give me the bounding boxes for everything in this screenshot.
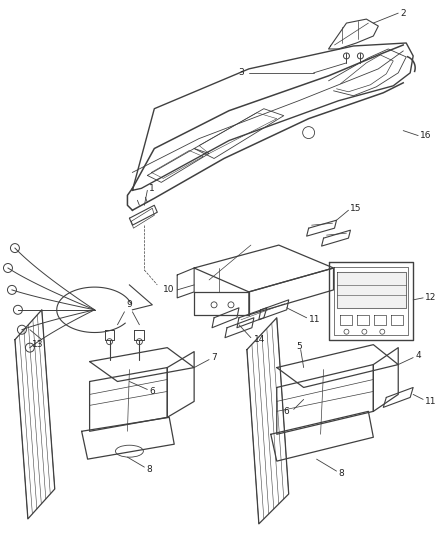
Text: 2: 2 (400, 9, 406, 18)
Text: 6: 6 (149, 387, 155, 396)
Text: 7: 7 (211, 353, 217, 362)
Text: 9: 9 (127, 300, 132, 309)
Text: 8: 8 (146, 465, 152, 474)
Text: 5: 5 (296, 342, 301, 351)
Text: 6: 6 (283, 407, 289, 416)
Text: 4: 4 (415, 351, 421, 360)
Text: 1: 1 (149, 184, 155, 193)
Text: 13: 13 (32, 340, 44, 349)
Text: 11: 11 (425, 397, 437, 406)
Text: 11: 11 (309, 315, 320, 324)
Text: 10: 10 (163, 285, 174, 294)
Text: 15: 15 (350, 204, 362, 213)
Text: 3: 3 (238, 68, 244, 77)
Text: 16: 16 (420, 131, 431, 140)
Text: 14: 14 (254, 335, 265, 344)
Text: 8: 8 (339, 469, 344, 478)
Polygon shape (336, 272, 406, 308)
Text: 12: 12 (425, 293, 437, 302)
